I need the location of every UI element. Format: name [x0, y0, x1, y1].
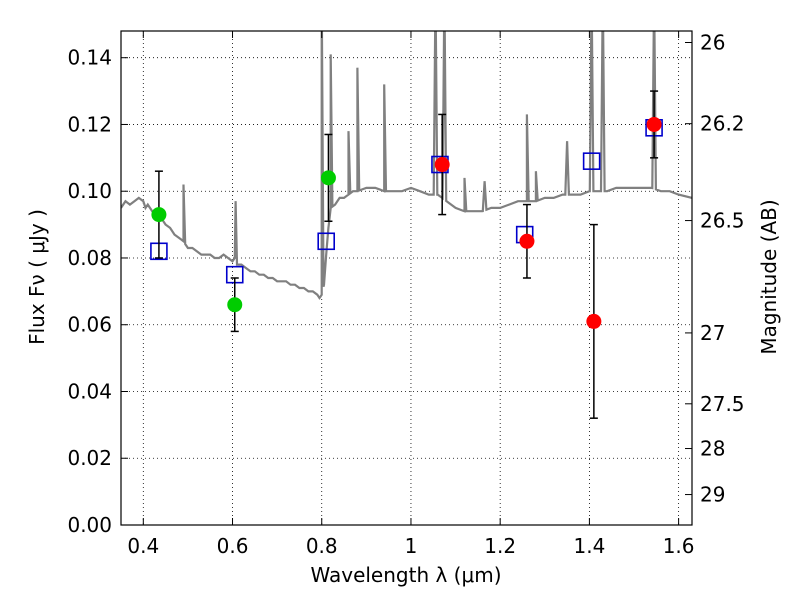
model-photometry-square [317, 232, 336, 251]
model-photometry-square [582, 152, 601, 170]
y2-tick-label: 26.5 [700, 209, 745, 233]
y-tick-label: 0.06 [67, 313, 112, 337]
x-tick-label: 1.6 [663, 534, 695, 558]
y-tick-label: 0.02 [67, 446, 112, 470]
y-tick-label: 0.10 [67, 179, 112, 203]
y2-tick-label: 29 [700, 483, 725, 507]
y-axis-ticks: 0.00 0.02 0.04 0.06 0.08 0.10 0.12 0.14 [67, 46, 128, 537]
x-tick-label: 0.4 [127, 534, 159, 558]
y-tick-label: 0.08 [67, 246, 112, 270]
observed-point-green [320, 170, 336, 186]
y2-tick-label: 26.2 [700, 112, 745, 136]
observed-point-red [586, 313, 602, 329]
y2-tick-label: 27.5 [700, 392, 745, 416]
x-axis-label: Wavelength λ (μm) [310, 563, 501, 587]
x-axis-ticks: 0.4 0.6 0.8 1 1.2 1.4 1.6 [127, 31, 695, 558]
x-tick-label: 0.6 [217, 534, 249, 558]
observed-point-green [151, 207, 167, 223]
y2-axis-ticks: 26 26.2 26.5 27 27.5 28 29 [685, 31, 745, 507]
observed-point-red [519, 233, 535, 249]
spectrum-line [121, 31, 692, 300]
y2-tick-label: 28 [700, 437, 725, 461]
y2-tick-label: 27 [700, 321, 725, 345]
observed-point-green [227, 297, 243, 313]
grid-lines [121, 31, 692, 526]
y-tick-label: 0.00 [67, 513, 112, 537]
model-spectrum [121, 31, 692, 300]
y-tick-label: 0.14 [67, 46, 112, 70]
observed-point-red [434, 157, 450, 173]
x-tick-label: 1.4 [573, 534, 605, 558]
y2-axis-label: Magnitude (AB) [757, 199, 781, 354]
photometry-points [150, 90, 663, 419]
y-axis-label: Flux Fν ( μJy ) [25, 209, 49, 345]
x-tick-label: 1.2 [484, 534, 516, 558]
observed-point-red [646, 116, 662, 132]
y2-tick-label: 26 [700, 31, 725, 55]
x-tick-label: 0.8 [306, 534, 338, 558]
x-tick-label: 1 [405, 534, 418, 558]
y-tick-label: 0.04 [67, 379, 112, 403]
y-tick-label: 0.12 [67, 112, 112, 136]
plot-frame [120, 30, 693, 526]
